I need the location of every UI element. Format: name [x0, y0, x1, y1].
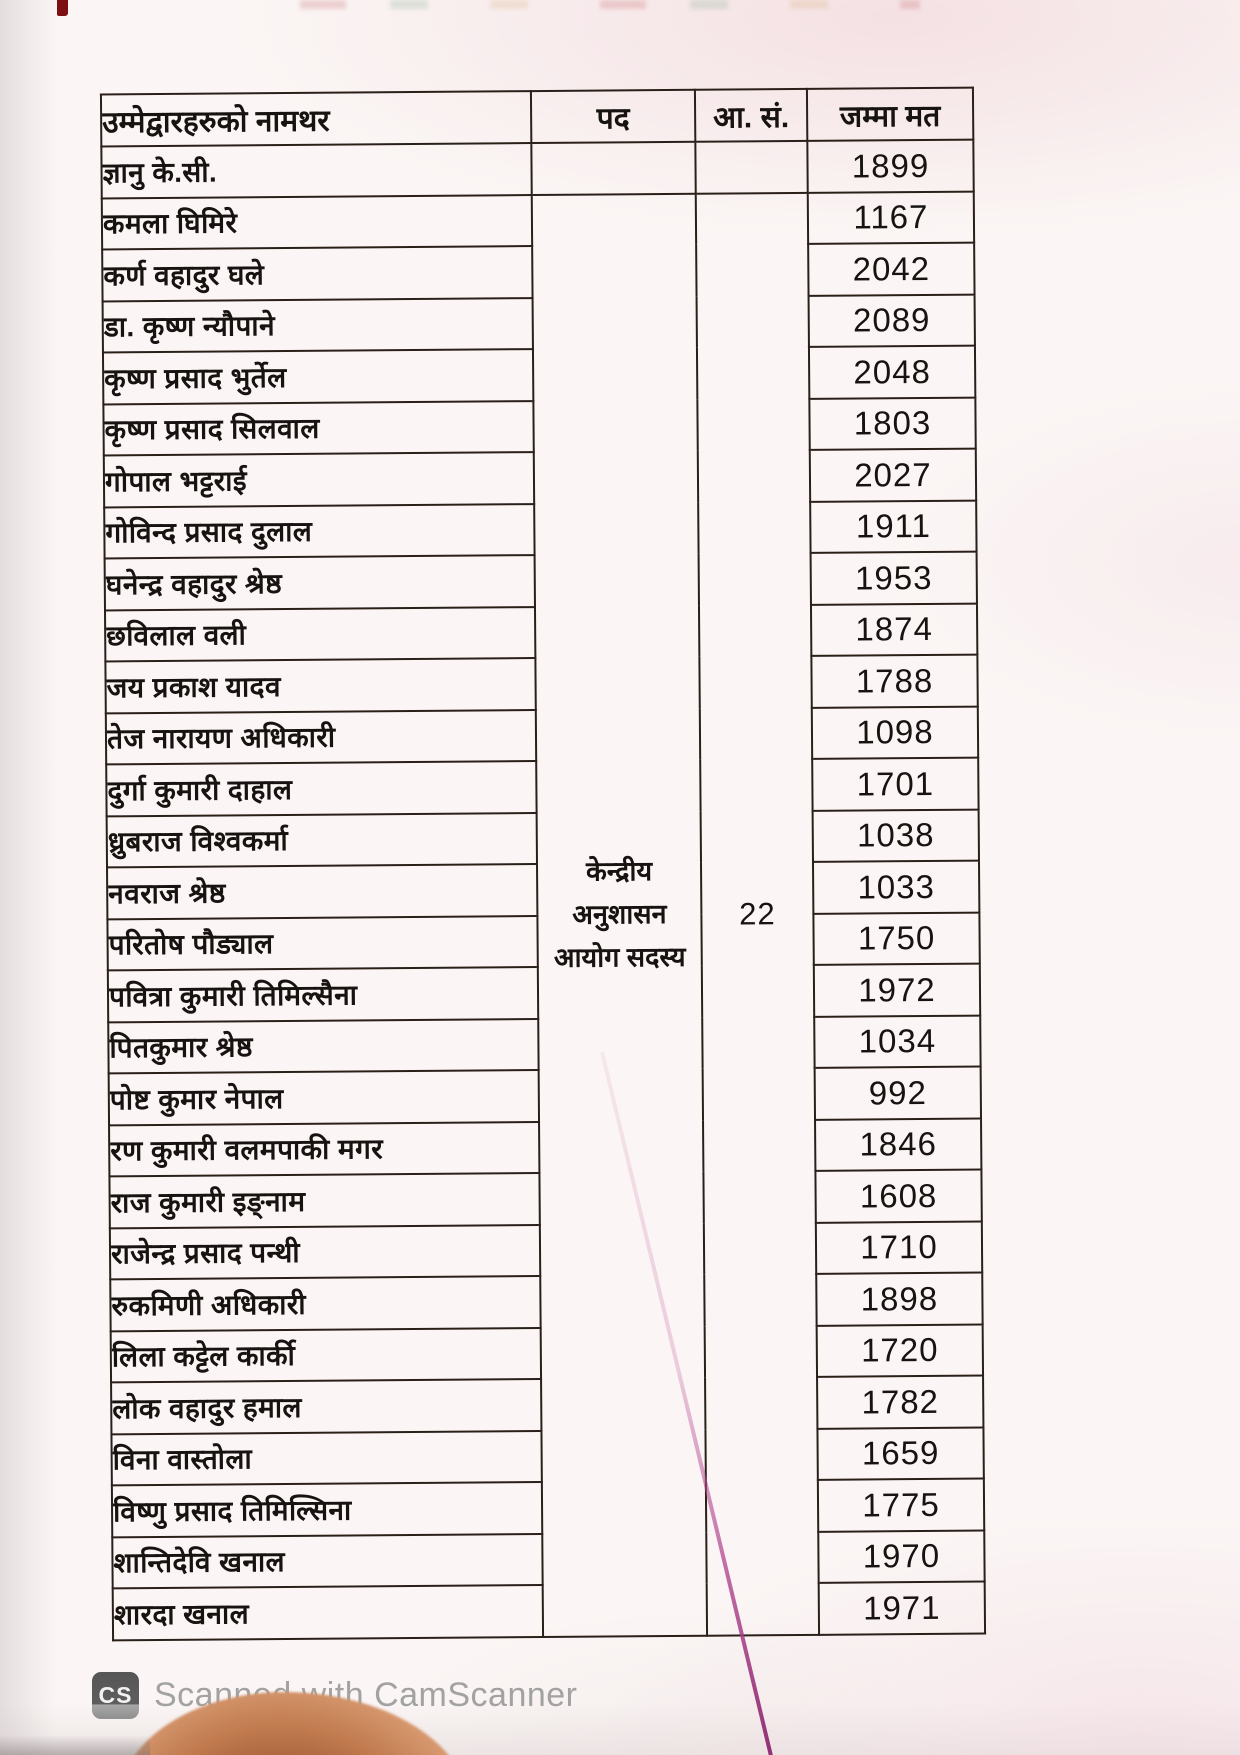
vote-count: 1846: [815, 1118, 982, 1171]
candidate-name: ध्रुबराज विश्वकर्मा: [106, 812, 538, 868]
vote-count: 2048: [808, 345, 976, 399]
candidate-name: पितकुमार श्रेष्ठ: [108, 1018, 539, 1074]
vote-count: 2027: [809, 448, 977, 502]
camscanner-logo-icon: CS: [92, 1672, 139, 1719]
candidate-name: कर्ण वहादुर घले: [102, 246, 533, 301]
vote-count: 1972: [813, 963, 981, 1017]
vote-count: 1750: [813, 912, 980, 965]
candidate-name: कृष्ण प्रसाद भुर्तेल: [102, 349, 534, 404]
column-header-total-votes: जम्मा मत: [806, 87, 974, 141]
vote-count: 1911: [810, 500, 977, 553]
empty-position-cell: [531, 141, 696, 195]
vote-count: 2042: [808, 242, 975, 296]
candidate-name: राजेन्द्र प्रसाद पन्थी: [109, 1224, 541, 1280]
vote-count: 1710: [815, 1221, 983, 1274]
column-header-serial: आ. सं.: [694, 88, 808, 142]
table-row: ज्ञानु के.सी. 1899: [101, 139, 974, 198]
candidate-name: रण कुमारी वलमपाकी मगर: [109, 1121, 540, 1177]
red-ink-mark: [57, 0, 68, 16]
candidate-name: राज कुमारी इङ्नाम: [109, 1173, 540, 1228]
candidate-name: जय प्रकाश यादव: [105, 658, 536, 713]
position-merged-cell: केन्द्रीय अनुशासन आयोग सदस्य: [531, 193, 708, 1637]
position-line: अनुशासन: [572, 898, 667, 930]
column-header-position: पद: [530, 89, 696, 144]
candidate-name: विष्णु प्रसाद तिमिल्सिना: [111, 1482, 543, 1537]
page-edge-bleed: [300, 0, 920, 9]
candidate-name: डा. कृष्ण न्यौपाने: [102, 297, 533, 353]
vote-count: 2089: [808, 294, 975, 347]
candidate-name: पोष्ट कुमार नेपाल: [108, 1070, 540, 1125]
results-table-wrap: उम्मेद्वारहरुको नामथर पद आ. सं. जम्मा मत…: [100, 87, 986, 1641]
vote-count: 992: [814, 1066, 982, 1120]
candidate-name: विना वास्तोला: [111, 1430, 542, 1486]
vote-count: 1775: [817, 1478, 985, 1532]
column-header-name: उम्मेद्वारहरुको नामथर: [100, 91, 532, 147]
candidate-name: गोविन्द प्रसाद दुलाल: [104, 503, 535, 559]
vote-count: 1782: [817, 1375, 984, 1429]
vote-count: 1720: [816, 1324, 984, 1377]
vote-count: 1953: [810, 551, 977, 605]
candidate-name: नवराज श्रेष्ठ: [107, 864, 538, 919]
vote-count: 1098: [811, 706, 979, 759]
candidate-name: शान्तिदेवि खनाल: [112, 1533, 543, 1589]
serial-merged-cell: 22: [695, 192, 820, 1636]
candidate-name: शारदा खनाल: [112, 1585, 544, 1640]
vote-count: 1034: [814, 1015, 981, 1068]
vote-results-table: उम्मेद्वारहरुको नामथर पद आ. सं. जम्मा मत…: [100, 87, 986, 1641]
vote-count: 1970: [818, 1530, 985, 1583]
candidate-name: पवित्रा कुमारी तिमिल्सैना: [107, 967, 539, 1022]
candidate-name: कमला घिमिरे: [101, 194, 533, 250]
candidate-name: लिला कट्टेल कार्की: [110, 1327, 542, 1383]
candidate-name: कृष्ण प्रसाद सिलवाल: [103, 400, 534, 456]
table-row: कमला घिमिरे केन्द्रीय अनुशासन आयोग सदस्य…: [101, 191, 975, 1637]
candidate-name: गोपाल भट्टराई: [103, 452, 535, 507]
table-header-row: उम्मेद्वारहरुको नामथर पद आ. सं. जम्मा मत: [100, 87, 974, 147]
candidate-name: दुर्गा कुमारी दाहाल: [106, 761, 537, 816]
vote-count: 1038: [812, 809, 979, 862]
empty-serial-cell: [695, 140, 808, 194]
vote-count: 1608: [815, 1169, 982, 1223]
vote-count: 1033: [812, 860, 980, 914]
candidate-name: घनेन्द्र वहादुर श्रेष्ठ: [104, 555, 535, 610]
vote-count: 1701: [812, 757, 979, 811]
vote-count: 1874: [810, 603, 978, 656]
vote-count: 1803: [809, 397, 976, 450]
candidate-name: परितोष पौड्याल: [107, 915, 538, 971]
position-line: केन्द्रीय: [585, 855, 653, 887]
vote-count: 1659: [817, 1427, 984, 1480]
vote-count: 1971: [818, 1581, 986, 1635]
vote-count: 1167: [807, 191, 975, 244]
candidate-name: छविलाल वली: [104, 606, 536, 662]
candidate-name: रुकमिणी अधिकारी: [110, 1276, 541, 1331]
page-corner-shadow: [0, 1735, 150, 1755]
candidate-name: लोक वहादुर हमाल: [111, 1379, 542, 1434]
vote-count: 1899: [807, 139, 974, 193]
candidate-name: ज्ञानु के.सी.: [101, 143, 532, 198]
vote-count: 1788: [811, 654, 978, 708]
position-line: आयोग सदस्य: [553, 941, 686, 974]
vote-count: 1898: [816, 1272, 983, 1326]
candidate-name: तेज नारायण अधिकारी: [105, 709, 537, 765]
